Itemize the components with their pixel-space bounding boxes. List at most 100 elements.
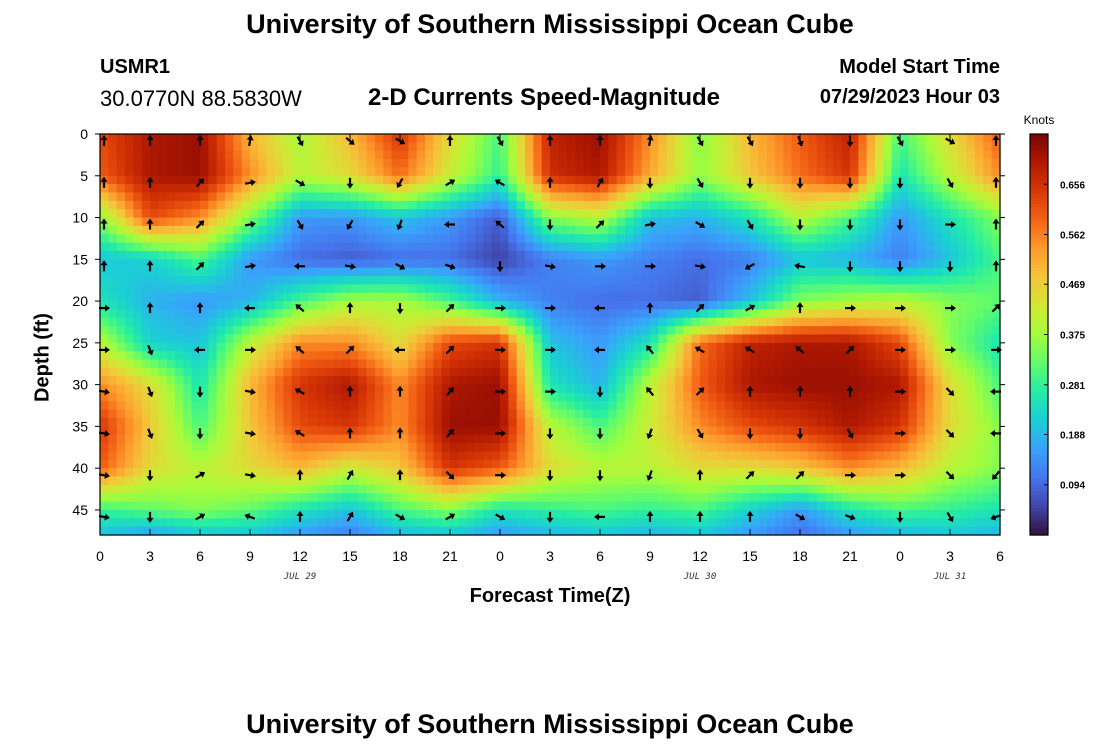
heatmap-cell <box>883 209 893 219</box>
heatmap-cell <box>916 493 926 503</box>
heatmap-cell <box>141 326 151 336</box>
heatmap-cell <box>683 342 693 352</box>
heatmap-cell <box>475 459 484 469</box>
heatmap-cell <box>516 501 526 511</box>
heatmap-cell <box>358 451 368 461</box>
heatmap-cell <box>641 443 651 453</box>
heatmap-cell <box>433 267 443 277</box>
heatmap-cell <box>125 384 134 394</box>
heatmap-cell <box>325 376 334 386</box>
heatmap-cell <box>750 509 759 519</box>
heatmap-cell <box>633 426 643 436</box>
heatmap-cell <box>466 250 476 260</box>
heatmap-cell <box>633 225 643 235</box>
heatmap-cell <box>116 175 126 185</box>
heatmap-cell <box>925 493 934 503</box>
heatmap-cell <box>200 418 209 427</box>
heatmap-cell <box>350 134 359 143</box>
heatmap-cell <box>575 217 584 227</box>
heatmap-cell <box>933 468 943 478</box>
heatmap-cell <box>516 509 526 519</box>
heatmap-cell <box>950 309 959 319</box>
heatmap-cell <box>458 342 468 352</box>
heatmap-cell <box>975 234 984 244</box>
heatmap-cell <box>966 443 976 453</box>
heatmap-cell <box>408 159 418 169</box>
heatmap-cell <box>925 134 934 143</box>
heatmap-cell <box>816 367 826 377</box>
heatmap-cell <box>408 418 418 427</box>
heatmap-cell <box>641 184 651 194</box>
heatmap-cell <box>833 476 843 486</box>
heatmap-cell <box>650 209 659 219</box>
heatmap-cell <box>433 426 443 436</box>
heatmap-cell <box>700 484 709 494</box>
heatmap-cell <box>941 167 951 177</box>
heatmap-cell <box>941 451 951 461</box>
heatmap-cell <box>458 167 468 177</box>
heatmap-cell <box>616 392 626 402</box>
heatmap-cell <box>491 250 501 260</box>
heatmap-cell <box>858 476 868 486</box>
heatmap-cell <box>150 518 159 528</box>
heatmap-cell <box>925 292 934 302</box>
heatmap-cell <box>233 501 243 511</box>
heatmap-cell <box>466 301 476 311</box>
heatmap-cell <box>900 259 909 269</box>
heatmap-cell <box>866 184 876 194</box>
heatmap-cell <box>691 259 701 269</box>
heatmap-cell <box>100 392 109 402</box>
heatmap-cell <box>616 200 626 210</box>
heatmap-cell <box>516 184 526 194</box>
heatmap-cell <box>508 159 518 169</box>
heatmap-cell <box>516 234 526 244</box>
heatmap-cell <box>800 334 809 344</box>
heatmap-cell <box>141 267 151 277</box>
heatmap-cell <box>166 443 176 453</box>
heatmap-cell <box>816 334 826 344</box>
heatmap-cell <box>783 342 793 352</box>
heatmap-cell <box>241 392 251 402</box>
heatmap-cell <box>816 342 826 352</box>
heatmap-cell <box>400 459 409 469</box>
heatmap-cell <box>200 434 209 444</box>
heatmap-cell <box>908 167 918 177</box>
heatmap-cell <box>491 192 501 202</box>
heatmap-cell <box>258 426 268 436</box>
heatmap-cell <box>991 401 1001 411</box>
heatmap-cell <box>883 250 893 260</box>
heatmap-cell <box>716 175 726 185</box>
heatmap-cell <box>266 501 276 511</box>
heatmap-cell <box>133 451 143 461</box>
heatmap-cell <box>408 384 418 394</box>
heatmap-cell <box>350 376 359 386</box>
heatmap-cell <box>183 376 193 386</box>
heatmap-cell <box>625 392 634 402</box>
heatmap-cell <box>400 326 409 336</box>
heatmap-cell <box>650 409 659 419</box>
heatmap-cell <box>200 501 209 511</box>
heatmap-cell <box>708 134 718 143</box>
heatmap-cell <box>708 159 718 169</box>
heatmap-cell <box>275 242 284 252</box>
heatmap-cell <box>308 267 318 277</box>
heatmap-cell <box>233 192 243 202</box>
heatmap-cell <box>841 184 851 194</box>
heatmap-cell <box>616 359 626 369</box>
heatmap-cell <box>308 217 318 227</box>
heatmap-cell <box>383 334 393 344</box>
heatmap-cell <box>283 209 293 219</box>
heatmap-cell <box>808 175 818 185</box>
heatmap-cell <box>866 326 876 336</box>
heatmap-cell <box>683 192 693 202</box>
heatmap-cell <box>258 468 268 478</box>
heatmap-cell <box>533 317 543 327</box>
heatmap-cell <box>150 443 159 453</box>
heatmap-cell <box>358 434 368 444</box>
heatmap-cell <box>200 384 209 394</box>
heatmap-cell <box>450 459 459 469</box>
heatmap-cell <box>225 518 234 528</box>
heatmap-cell <box>166 501 176 511</box>
heatmap-cell <box>591 267 601 277</box>
heatmap-cell <box>658 250 668 260</box>
